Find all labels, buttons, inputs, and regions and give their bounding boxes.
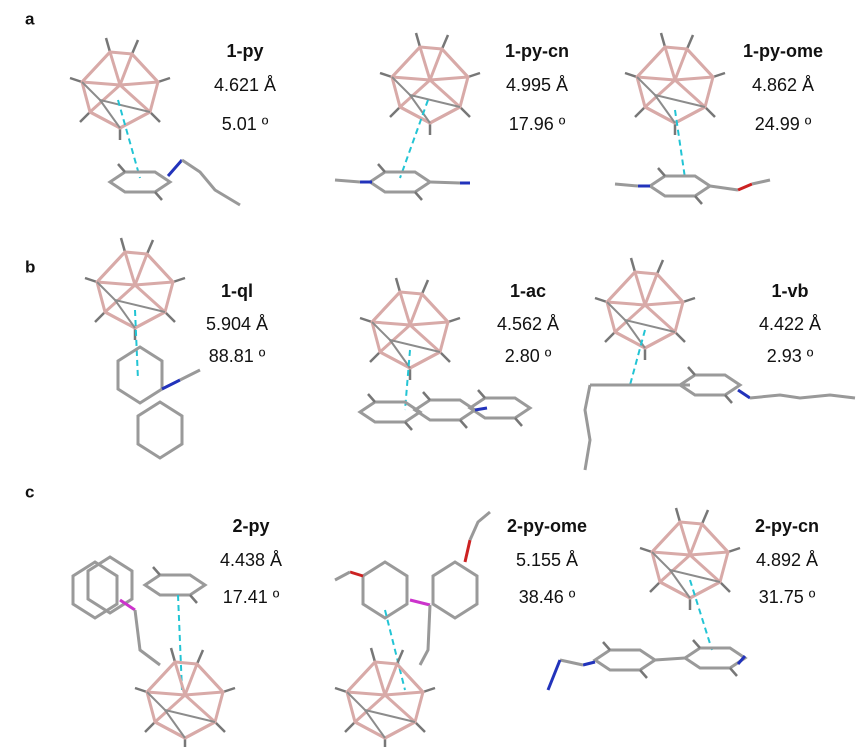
molecule xyxy=(70,38,240,205)
molecule xyxy=(585,258,855,470)
distance: 5.904 Å xyxy=(206,314,268,334)
angle: 2.80 º xyxy=(505,346,552,366)
molecule xyxy=(85,238,200,458)
molecule xyxy=(335,33,480,200)
distance: 4.621 Å xyxy=(214,75,276,95)
panel-label: b xyxy=(25,257,35,276)
compound-name: 2-py-ome xyxy=(507,516,587,536)
molecule xyxy=(73,557,235,747)
angle: 17.41 º xyxy=(223,587,280,607)
angle: 5.01 º xyxy=(222,114,269,134)
compound-name: 2-py-cn xyxy=(755,516,819,536)
distance: 5.155 Å xyxy=(516,550,578,570)
figure: a 1-py 4.621 Å 5.01 º 1-py-cn 4.995 Å 17.96 º 1… xyxy=(0,0,864,747)
panel-label: c xyxy=(25,482,34,501)
distance: 4.438 Å xyxy=(220,550,282,570)
distance: 4.892 Å xyxy=(756,550,818,570)
molecule xyxy=(335,512,490,747)
distance: 4.422 Å xyxy=(759,314,821,334)
distance: 4.562 Å xyxy=(497,314,559,334)
compound-name: 1-ac xyxy=(510,281,546,301)
compound-name: 1-py-cn xyxy=(505,41,569,61)
angle: 88.81 º xyxy=(209,346,266,366)
distance: 4.995 Å xyxy=(506,75,568,95)
angle: 2.93 º xyxy=(767,346,814,366)
compound-name: 2-py xyxy=(232,516,269,536)
distance: 4.862 Å xyxy=(752,75,814,95)
compound-name: 1-vb xyxy=(771,281,808,301)
compound-name: 1-ql xyxy=(221,281,253,301)
panel-label: a xyxy=(25,9,35,28)
angle: 17.96 º xyxy=(509,114,566,134)
angle: 24.99 º xyxy=(755,114,812,134)
angle: 31.75 º xyxy=(759,587,816,607)
angle: 38.46 º xyxy=(519,587,576,607)
compound-name: 1-py-ome xyxy=(743,41,823,61)
compound-name: 1-py xyxy=(226,41,263,61)
